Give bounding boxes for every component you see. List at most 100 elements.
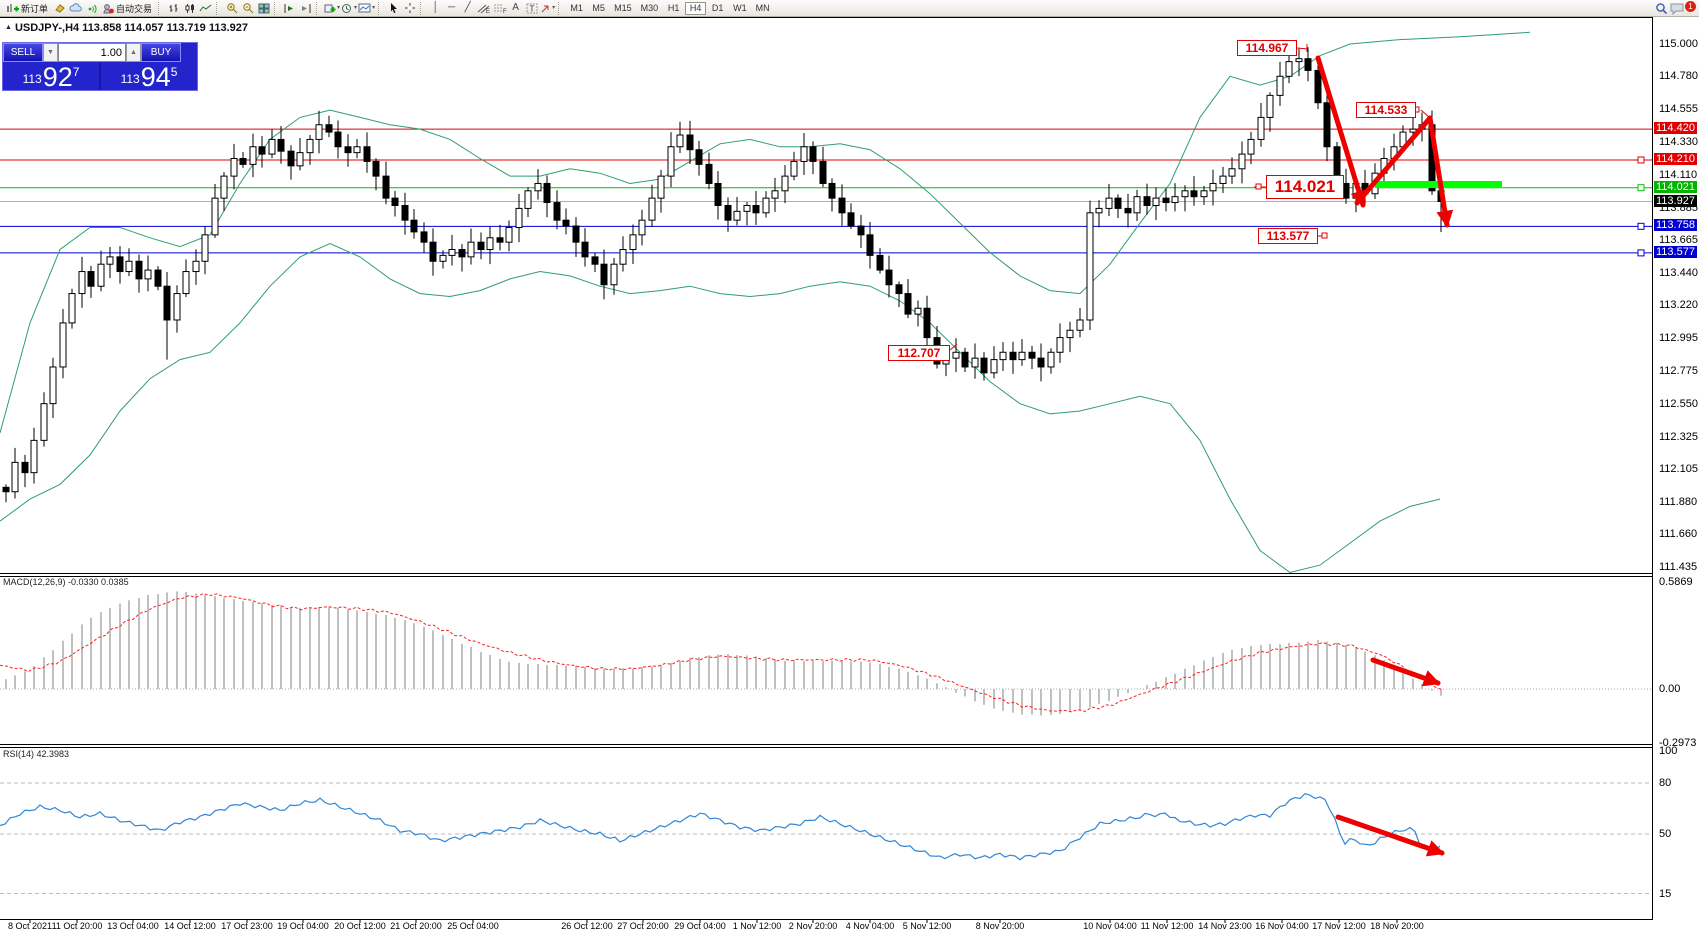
sell-button[interactable]: SELL: [3, 43, 43, 62]
text-icon[interactable]: A: [512, 2, 519, 13]
price-pane: [0, 31, 1652, 573]
volume-decrease-button[interactable]: ▼: [43, 43, 58, 62]
search-icon[interactable]: [1654, 2, 1669, 15]
price-axis-label: 113.440: [1659, 267, 1698, 279]
price-axis-label: 112.775: [1659, 364, 1698, 377]
price-annotation[interactable]: 114.533: [1356, 102, 1416, 118]
auto-scroll-icon[interactable]: [282, 2, 297, 15]
time-axis-label: 8 Oct 2021: [7, 921, 53, 931]
indicators-add-icon[interactable]: ▾: [324, 2, 340, 15]
tile-windows-icon[interactable]: [256, 2, 271, 15]
caret-icon: ▾: [337, 5, 341, 11]
cloud-icon[interactable]: [68, 2, 83, 15]
time-axis-label: 17 Oct 23:00: [221, 921, 273, 931]
horizontal-line-icon[interactable]: ─: [448, 2, 456, 13]
sell-price[interactable]: 113 92 7: [3, 62, 101, 91]
bar-chart-icon[interactable]: [166, 2, 181, 15]
price-axis-label: 112.995: [1659, 332, 1698, 345]
autotrading-label: 自动交易: [116, 3, 153, 14]
price-axis-badge: 113.577: [1654, 245, 1697, 258]
time-axis-label: 4 Nov 04:00: [845, 921, 895, 931]
time-axis-label: 8 Nov 20:00: [975, 921, 1025, 931]
toolbar-separator: [378, 1, 383, 15]
timeframe-w1[interactable]: W1: [729, 2, 751, 15]
zoom-in-icon[interactable]: [224, 2, 239, 15]
price-annotation[interactable]: 112.707: [888, 345, 950, 361]
new-order-label: 新订单: [21, 3, 49, 14]
toolbar: 新订单 自动交易 ▾ ▾ ▾ │ ─ ╱ E F A T ▾: [0, 0, 1699, 17]
chart-window-icon: ▲: [5, 24, 12, 31]
zoom-out-icon[interactable]: [240, 2, 255, 15]
timeframe-m1[interactable]: M1: [566, 2, 587, 15]
equidistant-channel-icon[interactable]: E: [476, 2, 491, 15]
timeframe-mn[interactable]: MN: [752, 2, 774, 15]
price-annotation[interactable]: 114.021: [1266, 175, 1344, 199]
price-annotation[interactable]: 114.967: [1237, 40, 1297, 56]
text-label-icon[interactable]: T: [524, 2, 539, 15]
rsi-axis-label: 100: [1659, 745, 1678, 757]
autotrading-button[interactable]: 自动交易: [100, 2, 155, 15]
candlestick-icon[interactable]: [182, 2, 197, 15]
fibonacci-icon[interactable]: F: [492, 2, 507, 15]
time-axis-label: 14 Oct 12:00: [164, 921, 216, 931]
chat-badge: 1: [1685, 1, 1696, 12]
price-axis-label: 114.110: [1659, 168, 1698, 181]
volume-increase-button[interactable]: ▲: [126, 43, 141, 62]
chart-canvas[interactable]: [0, 17, 1699, 927]
eraser-icon[interactable]: [52, 2, 67, 15]
toolbar-separator: [558, 1, 563, 15]
signal-icon[interactable]: [84, 2, 99, 15]
cursor-icon[interactable]: [386, 2, 401, 15]
rsi-axis-label: 15: [1659, 887, 1672, 900]
overlay-layer: [0, 17, 1699, 923]
macd-indicator-label: MACD(12,26,9) -0.0330 0.0385: [3, 577, 129, 587]
timeframe-h4[interactable]: H4: [685, 1, 707, 15]
timeframe-m15[interactable]: M15: [610, 2, 636, 15]
price-axis-label: 115.000: [1659, 38, 1698, 50]
price-axis-badge: 113.927: [1654, 194, 1697, 207]
price-annotation[interactable]: 113.577: [1258, 228, 1318, 244]
price-axis-label: 112.325: [1659, 430, 1698, 443]
svg-text:E: E: [486, 9, 490, 14]
price-axis-badge: 114.210: [1654, 152, 1697, 165]
line-chart-icon[interactable]: [198, 2, 213, 15]
chat-button[interactable]: 1: [1670, 1, 1696, 15]
chart-shift-icon[interactable]: [298, 2, 313, 15]
period-clock-icon[interactable]: ▾: [341, 2, 357, 15]
time-axis-label: 17 Nov 12:00: [1312, 921, 1366, 931]
svg-text:T: T: [529, 4, 534, 13]
timeframe-m5[interactable]: M5: [588, 2, 609, 15]
price-axis-label: 114.555: [1659, 103, 1698, 116]
timeframe-d1[interactable]: D1: [707, 2, 728, 15]
crosshair-icon[interactable]: [402, 2, 417, 15]
time-axis-label: 13 Oct 04:00: [107, 921, 159, 931]
volume-input[interactable]: [58, 43, 126, 62]
timeframe-m30[interactable]: M30: [637, 2, 663, 15]
rsi-indicator-label: RSI(14) 42.3983: [3, 749, 70, 759]
arrows-tool-icon[interactable]: ▾: [540, 2, 555, 15]
rsi-axis-label: 50: [1659, 828, 1672, 840]
toolbar-separator: [316, 1, 321, 15]
price-axis-label: 112.550: [1659, 397, 1698, 410]
price-axis-label: 111.880: [1659, 496, 1698, 509]
price-axis-label: 112.105: [1659, 462, 1698, 475]
buy-price[interactable]: 113 94 5: [120, 62, 178, 93]
vertical-line-icon[interactable]: │: [432, 2, 439, 13]
svg-text:F: F: [503, 9, 507, 14]
price-axis-badge: 114.021: [1654, 180, 1697, 193]
price-axis-badge: 114.420: [1654, 122, 1697, 135]
timeframe-h1[interactable]: H1: [663, 2, 684, 15]
autotrading-icon: [103, 3, 114, 13]
chat-icon: [1670, 3, 1684, 15]
macd-axis-label: 0.00: [1659, 683, 1681, 695]
caret-icon: ▾: [552, 5, 556, 11]
price-axis-label: 111.435: [1659, 561, 1698, 574]
time-axis-label: 27 Oct 20:00: [617, 921, 669, 931]
toolbar-separator: [274, 1, 279, 15]
trendline-icon[interactable]: ╱: [464, 2, 471, 13]
price-axis[interactable]: 115.000 114.780 114.555 114.330 114.110 113.8…: [1652, 17, 1699, 920]
new-order-button[interactable]: 新订单: [3, 2, 51, 15]
price-axis-badge: 113.758: [1654, 219, 1697, 232]
templates-icon[interactable]: ▾: [358, 2, 375, 15]
buy-button[interactable]: BUY: [141, 43, 181, 62]
